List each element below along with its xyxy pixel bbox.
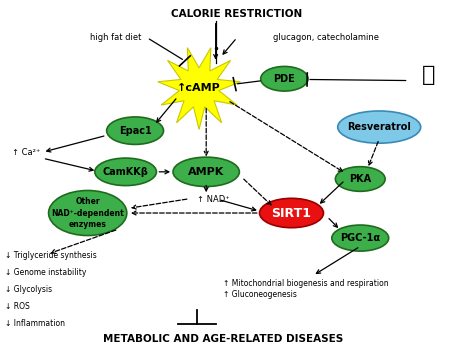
Text: PDE: PDE	[273, 74, 295, 84]
Text: ↑ Ca²⁺: ↑ Ca²⁺	[12, 147, 40, 157]
Ellipse shape	[337, 111, 421, 143]
Text: ↓ Inflammation: ↓ Inflammation	[5, 319, 65, 328]
Text: AMPK: AMPK	[188, 167, 224, 177]
Ellipse shape	[95, 158, 156, 185]
Text: CALORIE RESTRICTION: CALORIE RESTRICTION	[172, 9, 302, 19]
Text: ↓ Genome instability: ↓ Genome instability	[5, 268, 86, 277]
Text: glucagon, catecholamine: glucagon, catecholamine	[273, 33, 379, 42]
Text: SIRT1: SIRT1	[272, 207, 311, 219]
Text: Resveratrol: Resveratrol	[347, 122, 411, 132]
Text: ↑ NAD⁺: ↑ NAD⁺	[197, 195, 229, 204]
Text: ↑ Mitochondrial biogenesis and respiration
↑ Gluconeogenesis: ↑ Mitochondrial biogenesis and respirati…	[223, 279, 388, 299]
Text: ↓ Glycolysis: ↓ Glycolysis	[5, 285, 52, 294]
Text: Epac1: Epac1	[118, 126, 152, 136]
Text: PKA: PKA	[349, 174, 371, 184]
Ellipse shape	[336, 167, 385, 191]
Text: high fat diet: high fat diet	[91, 33, 142, 42]
Text: PGC-1α: PGC-1α	[340, 233, 380, 243]
Ellipse shape	[259, 198, 323, 228]
Ellipse shape	[173, 157, 239, 187]
Text: ↑cAMP: ↑cAMP	[177, 83, 221, 93]
Text: 🍷: 🍷	[422, 65, 436, 85]
Ellipse shape	[107, 117, 164, 144]
Text: METABOLIC AND AGE-RELATED DISEASES: METABOLIC AND AGE-RELATED DISEASES	[103, 334, 343, 344]
Text: ↓ ROS: ↓ ROS	[5, 302, 29, 311]
Ellipse shape	[261, 67, 308, 91]
Ellipse shape	[48, 190, 127, 236]
Polygon shape	[158, 48, 240, 130]
Ellipse shape	[332, 225, 389, 251]
Text: ↓ Triglyceride synthesis: ↓ Triglyceride synthesis	[5, 251, 97, 260]
Text: CamKKβ: CamKKβ	[103, 167, 148, 177]
Text: Other
NAD⁺-dependent
enzymes: Other NAD⁺-dependent enzymes	[51, 197, 124, 229]
